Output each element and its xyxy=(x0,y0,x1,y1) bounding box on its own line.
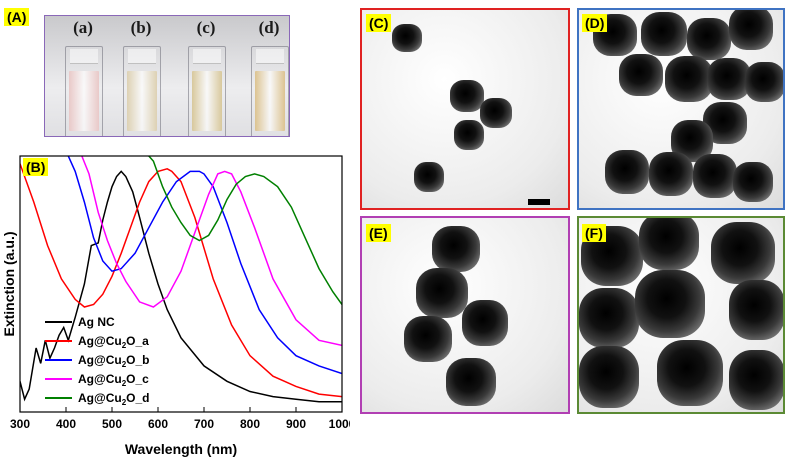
vial-cap xyxy=(193,49,221,64)
panel-label-b: (B) xyxy=(23,158,49,176)
series-line-2 xyxy=(67,156,342,375)
vial-a xyxy=(65,46,103,136)
vial-cap xyxy=(70,49,98,64)
vial-liquid-a xyxy=(69,71,99,131)
particle xyxy=(579,288,639,348)
vial-b xyxy=(123,46,161,136)
particle xyxy=(641,12,687,56)
series-line-1 xyxy=(20,163,342,398)
vial-cap xyxy=(256,49,284,64)
particle xyxy=(745,62,783,102)
vial-liquid-b xyxy=(127,71,157,131)
y-axis-label: Extinction (a.u.) xyxy=(1,232,17,337)
series-line-4 xyxy=(147,156,342,305)
x-tick-label: 400 xyxy=(56,417,76,431)
particle xyxy=(454,120,484,150)
extinction-chart: 300 400 500 600 700 800 900 1000 Wavelength (nm… xyxy=(1,155,350,457)
x-tick-label: 1000 xyxy=(329,417,350,431)
particle xyxy=(639,218,699,270)
tem-image-d xyxy=(579,10,783,208)
series-line-0 xyxy=(20,170,342,403)
series-line-3 xyxy=(81,156,342,347)
plot-frame xyxy=(19,155,343,413)
particle xyxy=(414,162,444,192)
legend-label-1: Ag@Cu2O_a xyxy=(78,334,149,350)
panel-label-f: (F) xyxy=(582,224,606,242)
legend-label-3: Ag@Cu2O_c xyxy=(78,372,149,388)
vial-liquid-c xyxy=(192,71,222,131)
vial-cap xyxy=(128,49,156,64)
tem-frame-c xyxy=(360,8,570,210)
particle xyxy=(480,98,512,128)
particle xyxy=(446,358,496,406)
scale-bar xyxy=(528,199,550,205)
tem-frame-e xyxy=(360,216,570,414)
particle xyxy=(657,340,723,406)
vial-label-d: (d) xyxy=(258,18,280,37)
particle xyxy=(693,154,737,198)
particle xyxy=(605,150,649,194)
particle xyxy=(707,58,751,100)
vial-label-b: (b) xyxy=(130,18,152,37)
particle xyxy=(635,270,705,338)
particle xyxy=(687,18,731,60)
panel-label-e: (E) xyxy=(366,224,391,242)
particle xyxy=(432,226,480,272)
particle xyxy=(619,54,663,96)
particle xyxy=(392,24,422,52)
particle xyxy=(711,222,775,284)
legend-label-4: Ag@Cu2O_d xyxy=(78,391,150,407)
x-tick-label: 700 xyxy=(194,417,214,431)
particle xyxy=(462,300,508,346)
panel-label-d: (D) xyxy=(582,14,608,32)
vials-photo: (a) (b) (c) (d) xyxy=(44,15,290,137)
legend-label-0: Ag NC xyxy=(78,315,115,329)
x-tick-label: 900 xyxy=(286,417,306,431)
x-tick-label: 300 xyxy=(10,417,30,431)
tem-frame-d xyxy=(577,8,785,210)
particle xyxy=(729,10,773,50)
vial-liquid-d xyxy=(255,71,285,131)
panel-label-a: (A) xyxy=(4,8,30,26)
legend-label-2: Ag@Cu2O_b xyxy=(78,353,150,369)
tem-image-c xyxy=(362,10,568,208)
particle xyxy=(733,162,773,202)
vial-label-c: (c) xyxy=(196,18,216,37)
tem-image-e xyxy=(362,218,568,412)
vial-c xyxy=(188,46,226,136)
particle xyxy=(450,80,484,112)
particle xyxy=(729,350,783,410)
tem-frame-f xyxy=(577,216,785,414)
x-tick-label: 800 xyxy=(240,417,260,431)
vial-label-a: (a) xyxy=(73,18,93,37)
particle xyxy=(665,56,713,102)
particle xyxy=(579,346,639,408)
x-tick-label: 500 xyxy=(102,417,122,431)
particle xyxy=(416,268,468,318)
vial-d xyxy=(251,46,289,136)
particle xyxy=(729,280,783,340)
particle xyxy=(404,316,452,362)
x-axis-label: Wavelength (nm) xyxy=(125,441,237,457)
tem-image-f xyxy=(579,218,783,412)
x-tick-label: 600 xyxy=(148,417,168,431)
panel-label-c: (C) xyxy=(366,14,392,32)
particle xyxy=(649,152,693,196)
